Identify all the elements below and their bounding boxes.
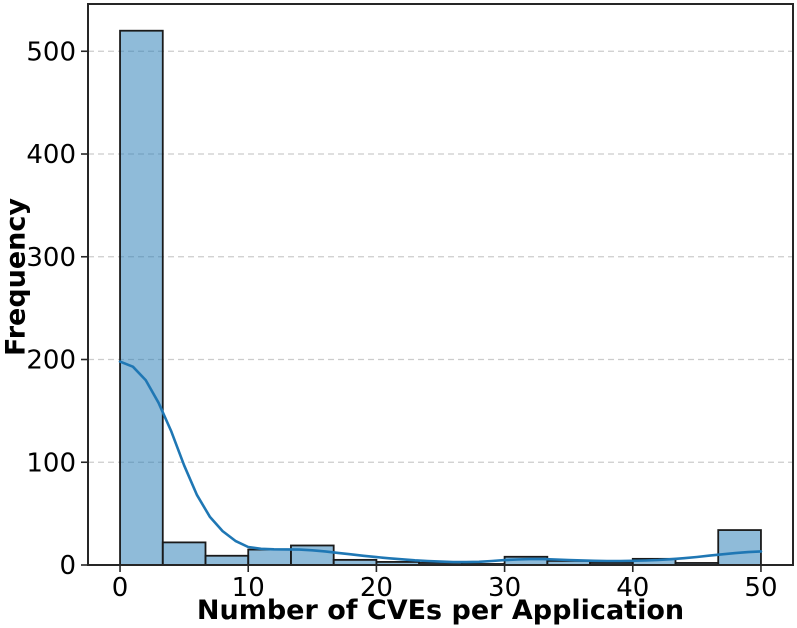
y-axis-label: Frequency: [0, 197, 32, 357]
y-tick-label: 200: [26, 346, 76, 376]
x-tick-label: 20: [360, 573, 393, 603]
axes-box: [87, 3, 794, 566]
x-tick-label: 30: [488, 573, 521, 603]
y-tick-label: 100: [26, 448, 76, 478]
y-tick-label: 0: [59, 551, 76, 581]
x-tick-label: 10: [232, 573, 265, 603]
x-tick-label: 50: [744, 573, 777, 603]
x-axis-label: Number of CVEs per Application: [196, 595, 685, 626]
y-tick-label: 500: [26, 37, 76, 67]
histogram-bar: [161, 541, 207, 566]
histogram-bar: [247, 548, 292, 566]
kde-curve: [118, 360, 763, 564]
histogram-bar: [717, 529, 762, 566]
histogram-bar: [119, 29, 164, 566]
y-tick-label: 300: [26, 243, 76, 273]
x-tick-label: 40: [616, 573, 649, 603]
x-tick-label: 0: [112, 573, 129, 603]
histogram-bar: [204, 554, 250, 566]
y-tick-label: 400: [26, 140, 76, 170]
